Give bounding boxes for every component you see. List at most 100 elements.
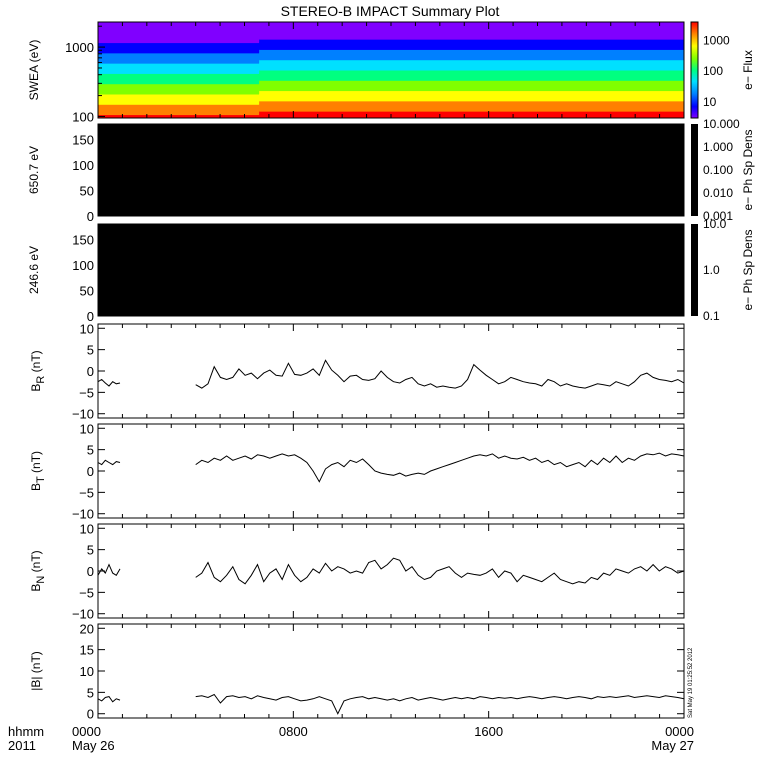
panel-frame <box>97 623 685 719</box>
spectrogram-cell <box>98 70 260 74</box>
colorbar-label: e− Flux <box>741 50 755 90</box>
y-tick-label: 0 <box>87 364 94 379</box>
y-axis-label: BN (nT) <box>29 550 47 591</box>
spectrogram-cell <box>98 32 260 37</box>
spectrogram-cell <box>98 28 260 33</box>
y-axis-label-unit: (nT) <box>29 550 43 575</box>
colorbar-tick-label: 1.000 <box>703 140 733 154</box>
series-line <box>195 557 685 585</box>
spectrogram-cell <box>259 32 685 37</box>
panel-pad246: 10.0 1.0 0.1 e− Ph Sp Dens 0 50 100 150 246.6 eV <box>27 217 755 324</box>
y-axis-label-sub: R <box>35 376 47 384</box>
panel-br: −10 −5 0 5 10 BR (nT) <box>29 321 685 422</box>
colorbar-tick-label: 0.010 <box>703 186 733 200</box>
y-axis-label: BT (nT) <box>29 451 47 491</box>
spectrogram-cell <box>98 52 260 57</box>
y-tick-label: 10 <box>80 421 94 436</box>
y-tick-label: 5 <box>87 543 94 558</box>
spectrogram-cell <box>98 56 260 61</box>
y-axis-label-main: B <box>29 584 43 592</box>
y-tick-label: 10 <box>80 321 94 336</box>
series-line <box>195 693 685 715</box>
colorbar <box>690 21 699 119</box>
time-tick-label: 0000 <box>665 724 694 739</box>
colorbar-tick-label: 0.100 <box>703 163 733 177</box>
y-tick-label: 0 <box>87 707 94 722</box>
panel-frame <box>97 423 685 519</box>
spectrogram-cell <box>259 22 685 26</box>
spectrogram-cell <box>259 83 685 88</box>
y-tick-label: 0 <box>87 309 94 324</box>
spectrogram-cell <box>98 100 260 105</box>
spectrogram-cell <box>259 63 685 68</box>
y-tick-label: 5 <box>87 443 94 458</box>
series-line <box>97 696 121 703</box>
spectrogram-cell <box>98 35 260 40</box>
spectrogram-cell <box>259 49 685 54</box>
spectrogram-cell <box>259 90 685 95</box>
y-axis-label-main: B <box>29 483 43 491</box>
y-tick-label: 100 <box>72 158 94 173</box>
spectrogram-cell <box>259 52 685 57</box>
spectrogram-cell <box>259 107 685 112</box>
y-axis-label-sub: T <box>35 476 47 483</box>
y-tick-label: −10 <box>72 407 94 422</box>
spectrogram-cell <box>98 66 260 71</box>
y-tick-label: 150 <box>72 232 94 247</box>
y-axis-label-unit: (nT) <box>29 350 43 375</box>
spectrogram-cell <box>98 63 260 68</box>
spectrogram-cell <box>98 80 260 85</box>
spectrogram-cell <box>259 114 685 119</box>
spectrogram-cell <box>259 73 685 78</box>
plot-title: STEREO-B IMPACT Summary Plot <box>281 3 500 19</box>
y-axis-label: 650.7 eV <box>27 146 41 194</box>
timestamp-stamp: Sat May 19 01:25:52 2012 <box>688 647 694 718</box>
spectrogram-cell <box>98 73 260 78</box>
y-tick-label: 15 <box>80 643 94 658</box>
spectrogram-cell <box>98 90 260 95</box>
colorbar <box>691 124 698 216</box>
colorbar-tick-label: 10 <box>703 95 717 109</box>
y-tick-label: 10 <box>80 664 94 679</box>
y-tick-label: 50 <box>80 283 94 298</box>
colorbar-tick-label: 1000 <box>703 33 730 47</box>
panel-bt: −10 −5 0 5 10 BT (nT) <box>29 421 685 522</box>
colorbar-tick-label: 1.0 <box>703 263 720 277</box>
y-tick-label: 50 <box>80 183 94 198</box>
spectrogram-cell <box>259 111 685 116</box>
spectrogram-cell <box>259 97 685 102</box>
panel-frame <box>97 123 685 217</box>
spectrogram-cell <box>259 94 685 98</box>
spectrogram-cell <box>259 76 685 81</box>
colorbar-tick-label: 0.1 <box>703 309 720 323</box>
y-tick-label: 20 <box>80 621 94 636</box>
y-axis-label: 246.6 eV <box>27 246 41 294</box>
time-axis-label-hhmm: hhmm <box>8 724 44 739</box>
spectrogram-cell <box>259 80 685 85</box>
pad-image <box>98 224 684 316</box>
y-axis-label-main: B <box>29 384 43 392</box>
spectrogram-cell <box>259 100 685 105</box>
spectrogram-cell <box>259 46 685 50</box>
y-tick-label: −5 <box>79 385 94 400</box>
y-tick-label: −10 <box>72 507 94 522</box>
y-axis-label-main: |B| <box>29 677 43 691</box>
y-tick-label: 100 <box>72 109 94 124</box>
y-axis-label-unit: (nT) <box>29 451 43 476</box>
spectrogram-cell <box>98 22 260 26</box>
spectrogram-cell <box>98 42 260 47</box>
y-tick-label: −5 <box>79 585 94 600</box>
series-line <box>195 452 685 483</box>
y-axis-label: SWEA (eV) <box>27 40 41 101</box>
colorbar-tick-label: 100 <box>703 64 723 78</box>
spectrogram-cell <box>259 59 685 64</box>
y-tick-label: 10 <box>80 521 94 536</box>
y-tick-label: 100 <box>72 258 94 273</box>
colorbar <box>691 224 698 316</box>
spectrogram-cell <box>98 97 260 102</box>
spectrogram-cell <box>98 114 260 119</box>
y-axis-label-sub: N <box>35 576 47 584</box>
spectrogram-cell <box>259 25 685 30</box>
